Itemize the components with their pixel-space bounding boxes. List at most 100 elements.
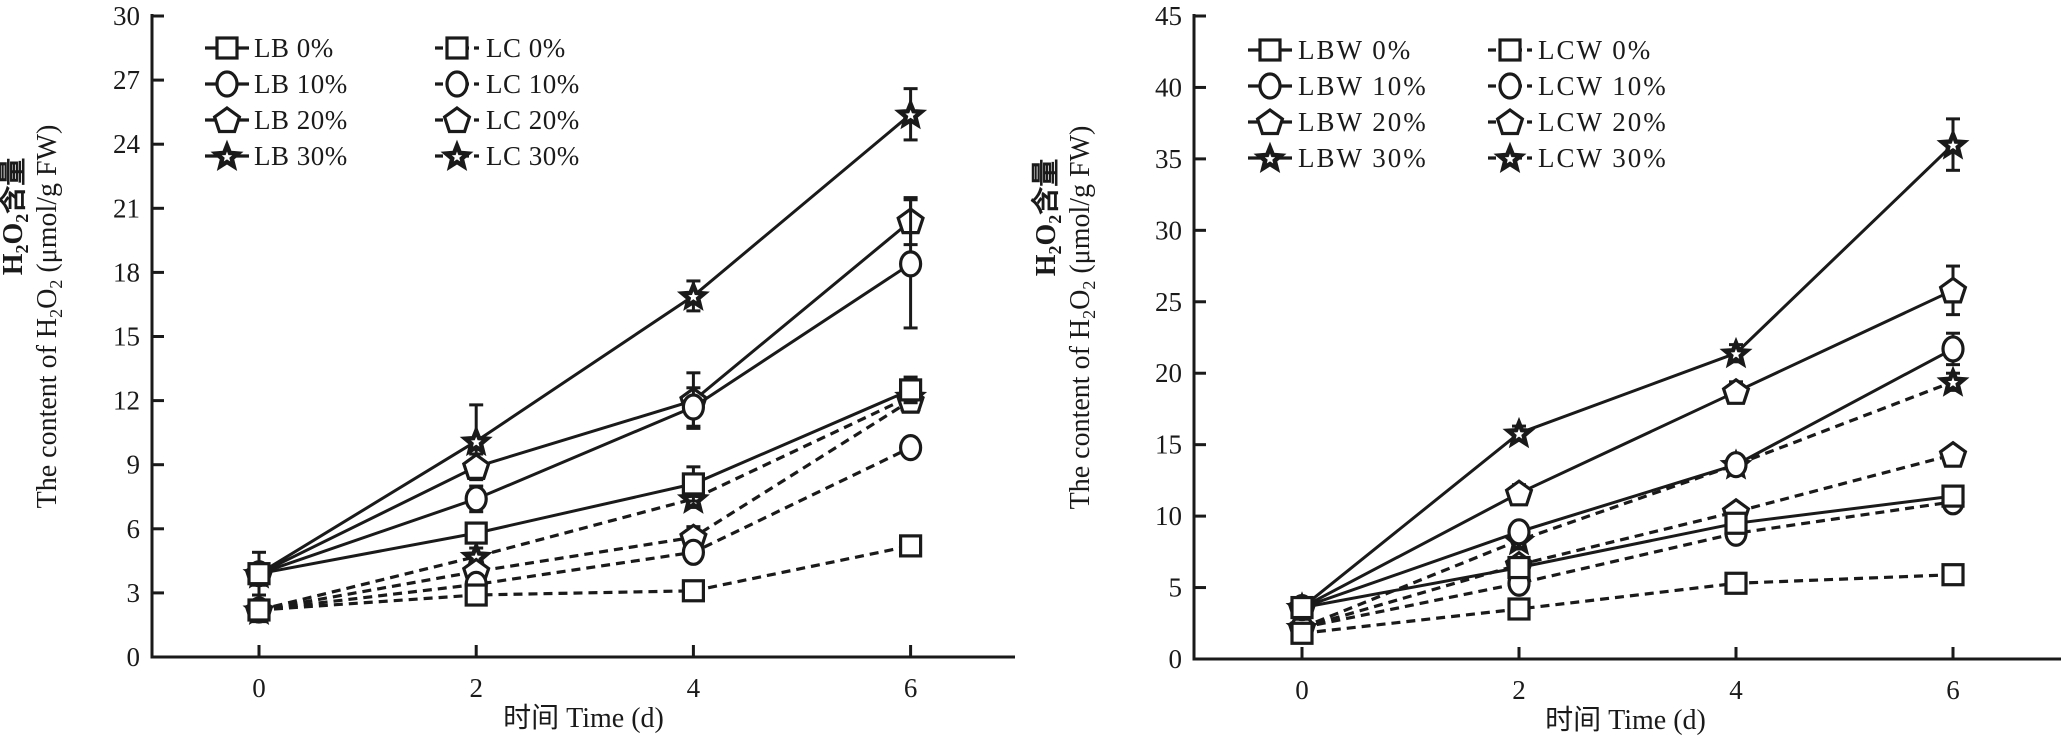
legend-item: LCW 0%	[1488, 35, 1652, 65]
series-lbw-20-point-marker-pentagon	[1504, 479, 1534, 507]
series-lbw-20-point-marker-pentagon	[1721, 377, 1751, 405]
y-tick-label: 30	[1155, 215, 1182, 245]
right-chart-panel: 0 5 10 15 20 25 30 35 40 45 0 2 4 6 时间 Time (d) H2O2含量T…	[1029, 1, 2061, 736]
y-tick-label: 45	[1155, 1, 1182, 31]
series-lbw-30-point-marker-star-center	[1513, 428, 1525, 439]
series-lcw-0	[1290, 563, 1965, 645]
series-lcw-0-point-marker-square	[1290, 621, 1314, 645]
y-axis-title-en: The content of H2O2 (μmol/g FW)	[32, 125, 66, 509]
legend-marker-pentagon	[1495, 108, 1525, 136]
legend-item: LB 20%	[205, 105, 348, 135]
legend-item: LC 30%	[435, 139, 579, 171]
series-lc-30	[242, 379, 928, 625]
series-lcw-30-line	[1301, 380, 1954, 630]
series-lbw-10-point-marker-circle	[1724, 451, 1748, 479]
legend-item: LB 0%	[205, 33, 334, 63]
legend-item: LB 30%	[205, 139, 347, 171]
series-lc-10-line	[258, 446, 912, 612]
legend-label: LB 20%	[254, 105, 348, 135]
series-lbw-20-point-marker-pentagon	[1938, 276, 1968, 304]
y-tick-label: 30	[113, 1, 140, 31]
series-lbw-0-point-marker-square	[1507, 555, 1531, 580]
series-lcw-20-line	[1301, 453, 1954, 630]
series-lcw-10-line	[1301, 500, 1954, 630]
series-lbw-30-line	[1301, 143, 1955, 609]
series-lb-30-point-marker-star-center	[471, 436, 482, 447]
series-lc-10-point-marker-circle	[898, 434, 923, 462]
legend-marker-circle	[215, 70, 239, 98]
x-tick-label: 2	[469, 673, 483, 703]
y-tick-label: 15	[113, 322, 140, 352]
series-lc-0-point-marker-square	[464, 583, 488, 607]
legend-item: LB 10%	[205, 69, 348, 99]
series-lbw-10-point-marker-circle	[1941, 335, 1965, 363]
legend-item: LCW 20%	[1488, 107, 1668, 137]
legend-label: LB 10%	[254, 69, 348, 99]
legend: LB 0% LB 10% LB 20% LB 30% LC 0% LC 10% LC 20%…	[205, 33, 580, 171]
y-axis-title-en: The content of H2O2 (μmol/g FW)	[1065, 126, 1099, 510]
legend-item: LCW 10%	[1488, 71, 1668, 101]
series-lbw-10-line	[1301, 347, 1954, 610]
series-lbw-20-line	[1301, 288, 1954, 609]
y-tick-label: 35	[1155, 144, 1182, 174]
legend-marker-star-center	[221, 151, 233, 162]
legend-label: LBW 20%	[1298, 107, 1428, 137]
y-tick-label: 20	[1155, 358, 1182, 388]
series-lb-20-point-marker-pentagon	[461, 452, 491, 480]
series-lc-30-line	[258, 394, 912, 612]
y-tick-label: 3	[127, 578, 141, 608]
legend-label: LC 20%	[486, 105, 580, 135]
legend-marker-star-center	[1264, 153, 1276, 164]
series-lb-30-line	[258, 113, 912, 575]
legend-label: LC 0%	[486, 33, 566, 63]
y-axis-title-en-text: The content of H2O2 (μmol/g FW)	[32, 125, 66, 509]
series-lbw-20	[1287, 264, 1968, 621]
series-lcw-0-point-marker-square	[1507, 597, 1531, 621]
series-lcw-0-line	[1301, 573, 1954, 635]
legend-label: LCW 10%	[1538, 71, 1668, 101]
x-axis-title: 时间 Time (d)	[503, 702, 664, 734]
legend-marker-pentagon	[212, 106, 242, 134]
series-lb-20-line	[258, 219, 912, 576]
legend-label: LB 0%	[254, 33, 334, 63]
legend-item: LBW 20%	[1248, 107, 1428, 137]
series-lbw-0-line	[1301, 494, 1954, 610]
series-lbw-30-point-marker-star-center	[1947, 140, 1959, 150]
y-tick-label: 15	[1155, 430, 1182, 460]
series-lcw-30	[1285, 365, 1970, 643]
series-lcw-10	[1290, 488, 1965, 642]
y-tick-label: 0	[1169, 644, 1183, 674]
y-tick-label: 40	[1155, 72, 1182, 102]
series-lc-30-point-marker-star-center	[471, 552, 482, 562]
series-lcw-20-point-marker-pentagon	[1938, 440, 1968, 468]
y-tick-label: 10	[1155, 501, 1182, 531]
x-tick-label: 0	[1295, 675, 1309, 705]
legend-item: LCW 30%	[1488, 141, 1666, 173]
series-lb-10-point-marker-circle	[681, 393, 706, 421]
series-lb-0	[247, 375, 923, 597]
legend-marker-circle	[445, 70, 469, 98]
series-lb-30-point-marker-star-center	[688, 291, 699, 302]
x-tick-label: 4	[687, 673, 701, 703]
x-tick-label: 4	[1729, 675, 1743, 705]
legend-marker-square	[445, 36, 469, 60]
y-tick-label: 12	[113, 386, 140, 416]
series-lb-10-point-marker-circle	[898, 250, 923, 278]
x-tick-label: 6	[904, 673, 918, 703]
y-tick-label: 24	[113, 129, 141, 159]
series-lbw-30-point-marker-star-center	[1730, 348, 1742, 359]
series-lbw-0-point-marker-square	[1290, 595, 1314, 620]
series-lb-0-point-marker-square	[464, 521, 488, 545]
legend-item: LC 0%	[435, 33, 566, 63]
legend-label: LCW 20%	[1538, 107, 1668, 137]
legend-label: LCW 0%	[1538, 35, 1652, 65]
legend-label: LBW 0%	[1298, 35, 1412, 65]
series-lc-10-point-marker-circle	[681, 538, 706, 566]
y-tick-label: 5	[1169, 573, 1183, 603]
series-lc-0-point-marker-square	[898, 534, 923, 558]
series-lb-0-point-marker-square	[681, 472, 706, 496]
legend-marker-square	[1498, 38, 1522, 62]
series-lc-0	[247, 534, 923, 622]
series-lcw-30-point-marker-star-center	[1947, 377, 1959, 388]
